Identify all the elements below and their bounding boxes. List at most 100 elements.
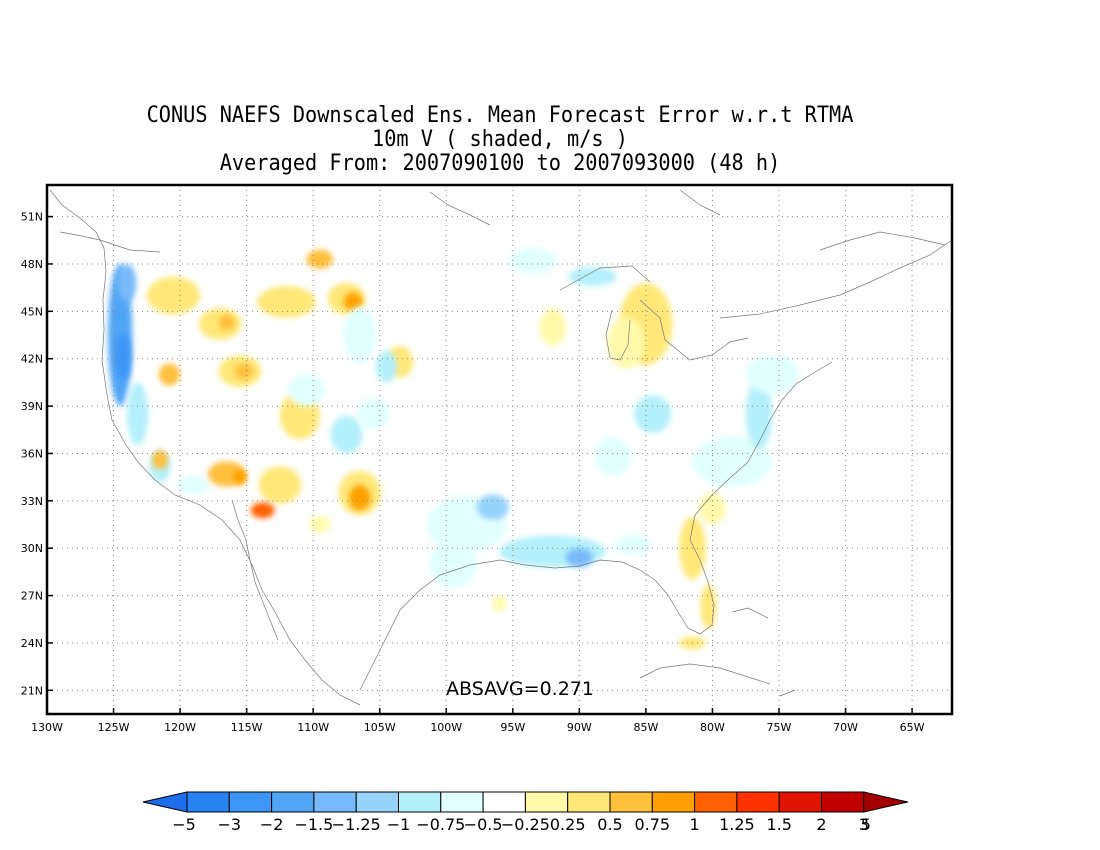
- latitude-tick-label: 39N: [21, 400, 43, 413]
- error-patch: [745, 379, 773, 449]
- error-patch: [117, 263, 137, 302]
- colorbar-swatch: [863, 791, 908, 813]
- colorbar-swatch: [440, 791, 484, 813]
- colorbar-label: −5: [172, 815, 196, 834]
- latitude-tick-label: 27N: [21, 590, 43, 603]
- colorbar-swatch: [355, 791, 400, 813]
- error-patch: [699, 492, 726, 525]
- error-patch: [792, 323, 873, 362]
- longitude-tick-label: 115W: [231, 721, 263, 734]
- error-patch: [692, 436, 773, 487]
- error-patch: [158, 363, 181, 386]
- colorbar-swatch: [778, 791, 823, 813]
- colorbar-label: −1: [387, 815, 411, 834]
- colorbar-swatch: [228, 791, 273, 813]
- colorbar-swatch: [398, 791, 442, 813]
- colorbar-swatch: [482, 791, 526, 813]
- longitude-tick-label: 70W: [833, 721, 858, 734]
- colorbar-swatch: [694, 791, 738, 813]
- colorbar-swatch: [567, 791, 611, 813]
- colorbar-swatch: [142, 791, 188, 813]
- colorbar-label: 0.75: [634, 815, 670, 834]
- longitude-tick-label: 120W: [164, 721, 196, 734]
- error-patch: [257, 286, 316, 318]
- longitude-tick-label: 80W: [700, 721, 725, 734]
- latitude-tick-label: 24N: [21, 637, 43, 650]
- colorbar: −5 −3 −2 −1.5−1.25 −1 −0.75−0.5−0.25 0.25 0.5 0.…: [142, 791, 908, 834]
- error-patch: [539, 308, 567, 347]
- longitude-tick-label: 75W: [767, 721, 792, 734]
- colorbar-label: −1.5: [294, 815, 333, 834]
- error-patch: [572, 478, 626, 523]
- error-patch: [375, 350, 398, 383]
- error-patch: [607, 317, 645, 369]
- colorbar-label: 2: [816, 815, 826, 834]
- colorbar-label: 5: [861, 815, 871, 834]
- longitude-tick-label: 85W: [633, 721, 658, 734]
- lat-lon-grid: [47, 185, 952, 714]
- latitude-tick-label: 42N: [21, 353, 43, 366]
- colorbar-label: −1.25: [332, 815, 381, 834]
- colorbar-label: −2: [260, 815, 284, 834]
- colorbar-swatch: [271, 791, 315, 813]
- error-patch: [568, 267, 617, 287]
- error-patch: [432, 260, 513, 299]
- error-patch: [476, 494, 509, 520]
- error-patch: [572, 382, 693, 478]
- error-patch: [566, 548, 593, 568]
- error-patch: [152, 450, 169, 470]
- colorbar-label: −0.75: [416, 815, 465, 834]
- longitude-tick-labels: 130W 125W 120W 115W 110W 105W 100W 95W 90W 85W 80W…: [31, 708, 925, 734]
- error-patch: [832, 295, 886, 328]
- error-patch: [114, 333, 131, 381]
- absavg-annotation: ABSAVG=0.271: [446, 678, 594, 700]
- colorbar-swatch: [186, 791, 230, 813]
- title-line-3: Averaged From: 2007090100 to 2007093000 …: [219, 151, 781, 176]
- title-line-1: CONUS NAEFS Downscaled Ens. Mean Forecas…: [146, 103, 854, 128]
- error-patch: [343, 306, 376, 364]
- shaded-field: [108, 248, 886, 650]
- error-patch: [177, 475, 210, 495]
- longitude-tick-label: 125W: [98, 721, 130, 734]
- error-patch: [330, 415, 363, 454]
- error-patch: [492, 595, 507, 612]
- longitude-tick-label: 90W: [567, 721, 592, 734]
- colorbar-label: −0.25: [501, 815, 550, 834]
- latitude-tick-label: 33N: [21, 495, 43, 508]
- error-patch: [250, 502, 275, 519]
- colorbar-swatch: [609, 791, 653, 813]
- longitude-tick-label: 130W: [31, 721, 63, 734]
- longitude-tick-label: 95W: [500, 721, 525, 734]
- colorbar-swatch: [524, 791, 569, 813]
- longitude-tick-label: 110W: [297, 721, 329, 734]
- latitude-tick-labels: 21N 24N 27N 30N 33N 36N 39N 42N 45N 48N 51N: [21, 211, 53, 697]
- error-patch: [745, 355, 799, 394]
- error-patch: [233, 469, 247, 486]
- error-patch: [126, 382, 149, 446]
- colorbar-label: 3: [859, 815, 869, 834]
- error-patch: [357, 398, 390, 430]
- colorbar-swatch: [651, 791, 696, 813]
- latitude-tick-label: 45N: [21, 305, 43, 318]
- colorbar-swatch: [313, 791, 357, 813]
- latitude-tick-label: 30N: [21, 542, 43, 555]
- colorbar-label: −0.5: [464, 815, 503, 834]
- longitude-tick-label: 105W: [364, 721, 396, 734]
- latitude-tick-label: 51N: [21, 211, 43, 224]
- colorbar-label: 1.5: [766, 815, 791, 834]
- error-patch: [218, 314, 235, 331]
- error-patch: [309, 516, 331, 533]
- latitude-tick-label: 21N: [21, 684, 43, 697]
- latitude-tick-label: 36N: [21, 447, 43, 460]
- error-patch: [633, 395, 672, 433]
- error-patch: [287, 374, 326, 407]
- error-patch: [343, 292, 363, 312]
- longitude-tick-label: 65W: [900, 721, 925, 734]
- error-patch: [613, 535, 652, 555]
- error-patch: [258, 466, 302, 504]
- colorbar-label: −3: [218, 815, 242, 834]
- error-patch: [349, 485, 371, 511]
- colorbar-label: 0.5: [597, 815, 622, 834]
- colorbar-label: 0.25: [550, 815, 586, 834]
- error-patch: [146, 276, 201, 315]
